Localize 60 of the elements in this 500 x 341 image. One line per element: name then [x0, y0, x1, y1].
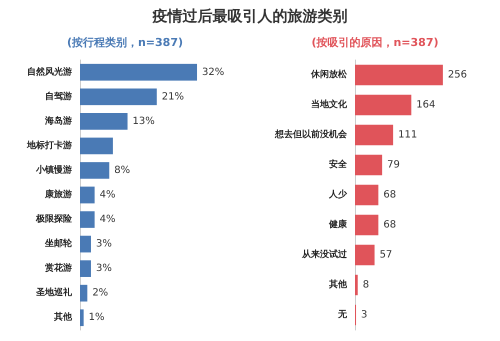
y-tick-label: 无 — [337, 309, 348, 320]
chart-subtitle: (按行程类别，n=387) — [66, 35, 184, 51]
bar — [355, 244, 375, 266]
data-label: 4% — [100, 214, 116, 226]
data-label: 3% — [96, 238, 112, 250]
bar — [355, 184, 378, 206]
y-tick-label: 其他 — [53, 312, 73, 323]
y-tick-label: 康旅游 — [44, 189, 72, 200]
bar — [80, 260, 91, 277]
data-label: 68 — [383, 190, 396, 200]
data-label: 1% — [88, 312, 105, 324]
bar — [80, 186, 95, 204]
y-tick-label: 想去但以前没机会 — [274, 129, 348, 140]
bar — [355, 214, 378, 236]
data-label: 2% — [92, 288, 108, 299]
data-label: 68 — [383, 220, 396, 230]
y-tick-label: 当地文化 — [311, 99, 348, 110]
data-label: 111 — [398, 130, 418, 140]
y-tick-label: 极限探险 — [35, 214, 73, 225]
y-tick-label: 其他 — [328, 279, 348, 290]
bar — [80, 138, 113, 154]
data-label: 79 — [387, 160, 400, 170]
data-label: 21% — [162, 91, 184, 102]
bar — [80, 162, 110, 179]
chart-subtitle: (按吸引的原因，n=387) — [310, 35, 440, 51]
data-label: 57 — [380, 250, 392, 260]
y-tick-label: 赏花游 — [44, 262, 72, 274]
y-tick-label: 休闲放松 — [310, 69, 348, 80]
y-tick-label: 从来没试过 — [301, 249, 348, 260]
y-tick-label: 圣地巡礼 — [35, 287, 73, 298]
y-tick-label: 自然风光游 — [27, 66, 72, 78]
data-label: 256 — [448, 70, 467, 80]
data-label: 164 — [416, 100, 436, 110]
text: 疫情过后最吸引人的旅游类别 — [151, 6, 348, 27]
y-tick-label: 自驾游 — [45, 90, 72, 102]
bar — [80, 309, 84, 326]
data-label: 8% — [114, 164, 130, 176]
bar — [80, 284, 88, 302]
data-label: 13% — [132, 116, 155, 127]
y-tick-label: 小镇慢游 — [35, 164, 72, 176]
y-tick-label: 地标打卡游 — [26, 140, 72, 151]
data-label: 3 — [361, 310, 368, 320]
bar — [355, 94, 412, 116]
data-label: 32% — [202, 66, 224, 78]
data-label: 4% — [100, 190, 116, 200]
bar — [80, 113, 128, 130]
y-tick-label: 人少 — [328, 189, 348, 200]
data-label: 3% — [96, 263, 112, 274]
y-tick-label: 安全 — [329, 159, 348, 170]
bar — [80, 236, 91, 252]
bar — [80, 211, 95, 228]
y-tick-label: 坐邮轮 — [44, 238, 73, 250]
bar — [80, 64, 198, 81]
bar — [355, 124, 394, 146]
y-tick-label: 健康 — [328, 219, 348, 230]
y-tick-label: 海岛游 — [44, 115, 72, 126]
bar — [355, 154, 382, 176]
bar — [80, 88, 157, 106]
data-label: 8 — [362, 280, 370, 290]
bar — [355, 64, 443, 86]
